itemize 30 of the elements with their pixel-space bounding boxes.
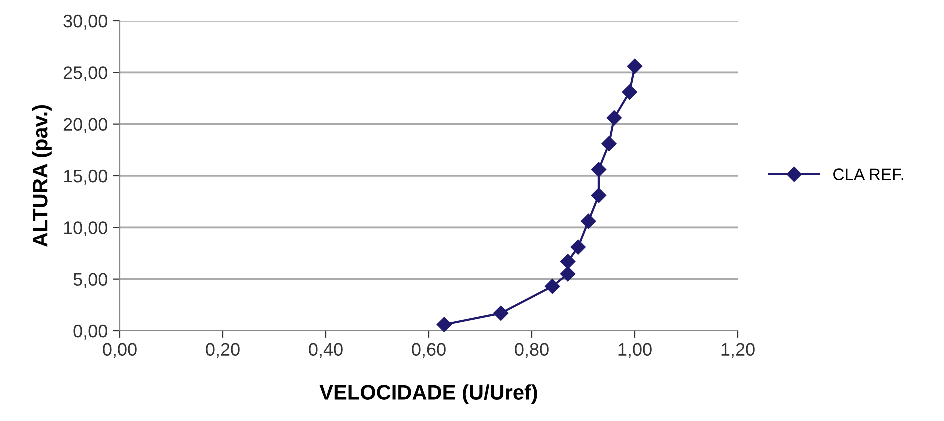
point (602, 136, 617, 152)
x-tick-label: 0,80 (515, 343, 549, 358)
legend-label: CLA REF. (834, 168, 904, 180)
point (606, 110, 622, 126)
x-tick-label: 0,20 (206, 343, 240, 358)
x-tick-label: 1,20 (722, 343, 755, 358)
point (560, 266, 576, 282)
x-tick-label: 0,40 (309, 343, 343, 358)
point (436, 317, 452, 332)
x-tick-label: 0,60 (412, 343, 446, 358)
point (545, 278, 560, 294)
x-tick-label: 0,00 (103, 343, 137, 358)
point (560, 254, 576, 270)
y-axis-title: ALTURA (pav.) (32, 105, 52, 248)
point (591, 188, 607, 204)
y-tick-label: 30,00 (64, 14, 108, 30)
y-tick-label: 5,00 (74, 273, 108, 288)
point (570, 240, 586, 255)
point (622, 84, 638, 100)
y-tick-label: 20,00 (64, 118, 108, 134)
point (591, 162, 607, 178)
point (494, 306, 509, 322)
y-tick-label: 25,00 (64, 66, 108, 82)
point (627, 58, 643, 74)
y-tick-label: 0,00 (74, 324, 108, 340)
y-tick-label: 10,00 (64, 222, 108, 237)
x-tick-label: 1,00 (618, 343, 652, 358)
y-tick-label: 15,00 (64, 170, 108, 185)
x-axis-title: VELOCIDADE (U/Uref) (320, 384, 538, 404)
point (581, 214, 596, 230)
